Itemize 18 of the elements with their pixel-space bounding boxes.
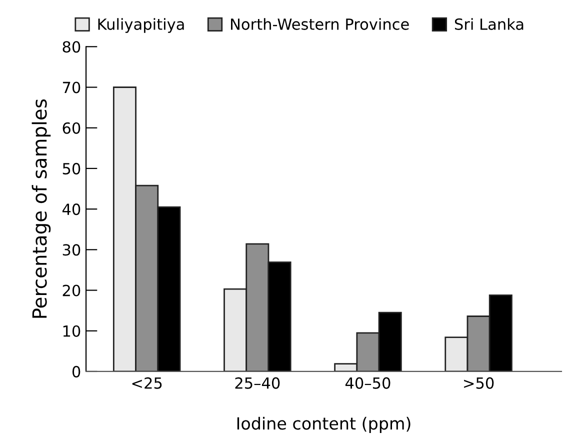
y-tick-label: 0 bbox=[72, 366, 80, 378]
x-tick-label: 25–40 bbox=[235, 377, 280, 389]
x-tick-label: >50 bbox=[464, 377, 494, 389]
x-tick-label: 40–50 bbox=[345, 377, 390, 389]
y-tick-label: 50 bbox=[62, 162, 80, 174]
legend-label: Kuliyapitiya bbox=[98, 18, 184, 33]
y-tick-label: 60 bbox=[62, 122, 80, 134]
y-tick-label: 20 bbox=[62, 284, 80, 296]
legend-label: Sri Lanka bbox=[454, 18, 524, 30]
y-tick-label: 10 bbox=[63, 325, 80, 337]
y-tick-label: 70 bbox=[62, 82, 80, 94]
y-axis-title: Percentage of samples bbox=[32, 99, 51, 318]
y-tick-label: 30 bbox=[62, 244, 80, 256]
y-tick-label: 80 bbox=[62, 41, 80, 53]
legend-label: North-Western Province bbox=[231, 18, 409, 30]
x-tick-label: <25 bbox=[132, 377, 162, 389]
x-axis-title: Iodine content (ppm) bbox=[237, 416, 410, 433]
y-tick-label: 40 bbox=[62, 204, 80, 216]
